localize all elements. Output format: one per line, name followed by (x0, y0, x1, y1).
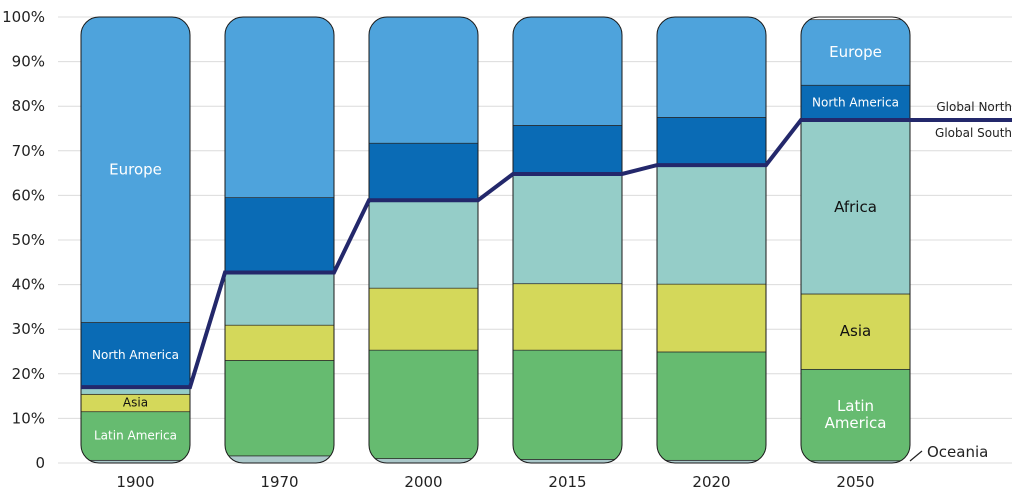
y-tick-label: 40% (12, 276, 45, 294)
x-tick-label: 2000 (404, 473, 442, 491)
x-tick-label: 2015 (548, 473, 586, 491)
y-tick-label: 20% (12, 365, 45, 383)
bar-segment-europe (657, 17, 766, 118)
global-north-south-divider (81, 118, 1012, 390)
bar-segment-oceania (225, 455, 334, 463)
bar-segment-north-america (369, 142, 478, 202)
bar-segment-asia (657, 283, 766, 353)
bar-segment-latin-america (369, 349, 478, 459)
bar-segment-europe (225, 17, 334, 198)
segment-label: Africa (834, 198, 877, 216)
y-tick-label: 50% (12, 231, 45, 249)
bar-outline (800, 16, 911, 464)
segment-label: Latin (837, 397, 874, 415)
x-axis-ticks: 1900 1970 2000 2015 2020 2050 (116, 473, 874, 491)
segment-label: Asia (123, 396, 148, 410)
oceania-leader-line (909, 450, 923, 462)
bar-segment-latin-america (801, 368, 910, 462)
segment-label: North America (92, 348, 179, 362)
bar-segment-latin-america (513, 349, 622, 460)
bar-segment-latin-america (657, 351, 766, 461)
bar-segment-north-america (225, 197, 334, 274)
bar-segment-africa (225, 273, 334, 326)
segment-label: America (825, 414, 887, 432)
x-tick-label: 2020 (692, 473, 730, 491)
bar-segment-europe (801, 19, 910, 86)
bar-1970 (225, 17, 334, 463)
bar-segment-africa (369, 200, 478, 289)
label-global-south: Global South (935, 126, 1012, 140)
segment-label: Europe (829, 43, 882, 61)
y-tick-label: 80% (12, 97, 45, 115)
bar-segment-africa (513, 174, 622, 285)
bar-outline (224, 16, 335, 464)
bar-outline (512, 16, 623, 464)
bar-outline (656, 16, 767, 464)
bar-segment-oceania (369, 458, 478, 463)
bar-outline (80, 16, 191, 464)
y-tick-label: 70% (12, 142, 45, 160)
bar-segment-asia (369, 287, 478, 351)
x-tick-label: 1900 (116, 473, 154, 491)
bar-segment-north-america (513, 125, 622, 176)
x-tick-label: 1970 (260, 473, 298, 491)
bar-segment-asia (225, 324, 334, 361)
bar-segment-europe (369, 17, 478, 144)
segment-label: Europe (109, 160, 162, 178)
bar-2050 (801, 19, 910, 463)
bar-2020 (657, 17, 766, 463)
bar-segment-asia (801, 293, 910, 370)
bar-segment-latin-america (225, 360, 334, 457)
y-tick-label: 100% (2, 8, 45, 26)
y-tick-label: 30% (12, 320, 45, 338)
bar-outline (368, 16, 479, 464)
y-axis-ticks: 0 10% 20% 30% 40% 50% 60% 70% 80% 90% 100% (2, 8, 45, 472)
y-tick-label: 90% (12, 53, 45, 71)
bar-segment-europe (513, 17, 622, 126)
bar-segment-latin-america (81, 411, 190, 461)
bar-segment-north-america (657, 116, 766, 167)
segment-label: Latin America (94, 429, 177, 443)
y-tick-label: 10% (12, 409, 45, 427)
bar-2000 (369, 17, 478, 463)
label-global-north: Global North (936, 100, 1012, 114)
bar-segment-asia (513, 283, 622, 351)
label-oceania: Oceania (927, 443, 988, 461)
segment-label: Asia (840, 322, 871, 340)
y-tick-label: 0 (35, 454, 45, 472)
segment-labels: Europe North America Asia Latin America Euro… (92, 43, 899, 443)
bar-segment-africa (657, 166, 766, 285)
divider-line (81, 118, 1012, 390)
x-tick-label: 2050 (836, 473, 874, 491)
bar-segment-europe (81, 17, 190, 323)
bar-segment-africa (801, 120, 910, 295)
bar-1900 (81, 17, 190, 463)
bars (80, 16, 911, 464)
segment-label: North America (812, 96, 899, 110)
bar-2015 (513, 17, 622, 463)
y-tick-label: 60% (12, 186, 45, 204)
